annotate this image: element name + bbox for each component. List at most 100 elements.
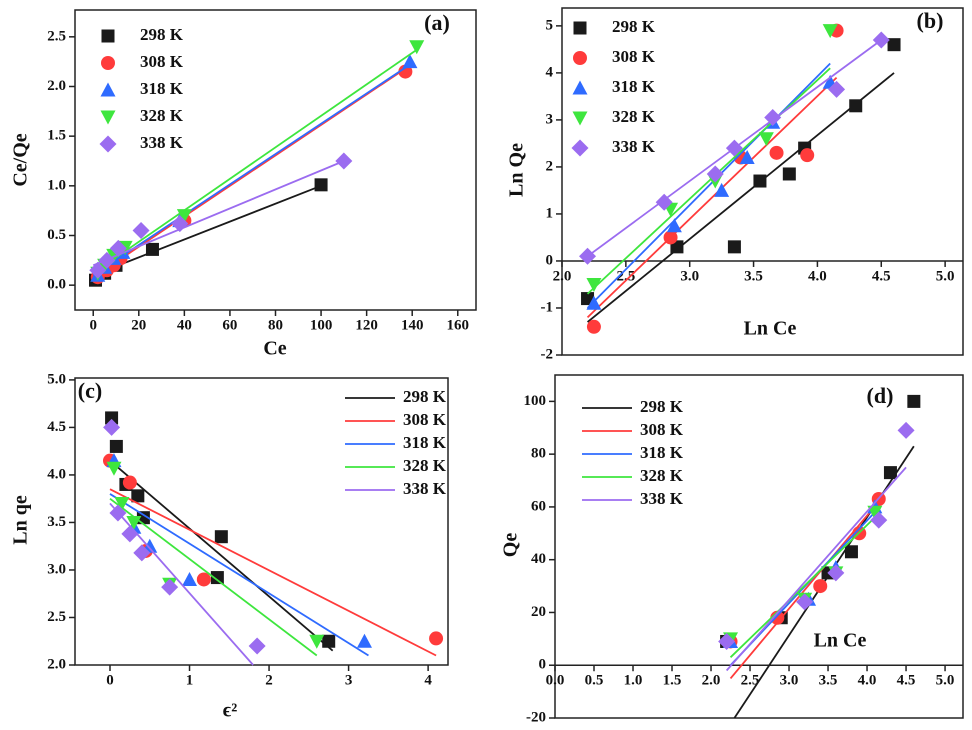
fit-line xyxy=(586,72,895,323)
x-tick-label: 2.5 xyxy=(616,268,635,284)
x-tick-label: 160 xyxy=(447,317,470,333)
panel: 2.0 2.5 3.0 3.5 4.0 4.5 5.0 -2 -1 0 1 2 3 4 5 (b) Ln Ce L… xyxy=(506,7,964,362)
x-tick-label: 80 xyxy=(268,317,283,333)
y-tick-label: 0 xyxy=(539,657,547,673)
legend-marker xyxy=(101,29,115,43)
legend-marker xyxy=(573,51,587,65)
x-tick-label: 2.5 xyxy=(741,673,760,689)
x-tick-label: 0.0 xyxy=(546,673,565,689)
marker xyxy=(739,150,755,165)
y-tick-label: 20 xyxy=(531,604,546,620)
marker xyxy=(867,505,883,520)
panel: 0 1 2 3 4 2.0 2.5 3.0 3.5 4.0 4.5 5.0 (c) ϵ² Ln qe 298 … xyxy=(10,371,449,722)
panel-label: (c) xyxy=(78,378,102,403)
marker xyxy=(782,167,796,181)
marker xyxy=(356,633,372,648)
y-tick-label: 60 xyxy=(531,498,546,514)
marker xyxy=(105,411,119,425)
fit-line xyxy=(92,184,322,277)
marker xyxy=(109,504,127,522)
marker xyxy=(764,109,782,127)
marker xyxy=(106,461,122,476)
marker xyxy=(718,632,736,650)
y-tick-label: 4 xyxy=(546,64,554,80)
y-tick-label: -2 xyxy=(541,346,554,362)
y-tick-label: 2.0 xyxy=(47,78,66,94)
x-tick-label: 4.5 xyxy=(872,268,891,284)
y-tick-label: 5.0 xyxy=(47,371,66,387)
marker xyxy=(176,209,192,224)
marker xyxy=(98,251,116,269)
y-tick-label: 40 xyxy=(531,551,546,567)
marker xyxy=(161,578,179,596)
legend-label: 298 K xyxy=(612,17,656,36)
y-tick-label: 4.0 xyxy=(47,466,66,482)
marker xyxy=(872,31,890,49)
legend-marker xyxy=(573,21,587,35)
marker xyxy=(887,38,901,52)
fit-line xyxy=(109,497,318,657)
y-tick-label: 2.5 xyxy=(47,28,66,44)
marker xyxy=(122,475,137,490)
marker xyxy=(897,421,915,439)
legend-marker xyxy=(571,139,589,157)
x-axis-label: Ln Ce xyxy=(814,630,867,652)
fit-line xyxy=(92,48,418,274)
y-tick-label: 3.0 xyxy=(47,561,66,577)
y-tick-label: 3.5 xyxy=(47,514,66,530)
x-tick-label: 100 xyxy=(310,317,333,333)
marker xyxy=(196,572,211,587)
marker xyxy=(725,139,743,157)
marker xyxy=(131,489,145,503)
marker xyxy=(309,634,325,649)
y-tick-label: 1.0 xyxy=(47,177,66,193)
x-tick-label: 2.0 xyxy=(553,268,572,284)
marker xyxy=(402,54,418,69)
x-tick-label: 1.5 xyxy=(663,673,682,689)
y-tick-label: -20 xyxy=(526,709,546,725)
fit-line xyxy=(92,63,411,276)
legend-label: 308 K xyxy=(140,52,184,71)
x-tick-label: 0 xyxy=(106,672,114,688)
panel: 0.0 0.5 1.0 1.5 2.0 2.5 3.0 3.5 4.0 4.5 5.0 -20 0 20 4… xyxy=(500,374,964,725)
y-tick-label: 0 xyxy=(546,252,554,268)
x-tick-label: 20 xyxy=(131,317,146,333)
marker xyxy=(114,496,130,511)
legend-label: 308 K xyxy=(612,47,656,66)
y-tick-label: 0.0 xyxy=(47,277,66,293)
x-axis-label: Ln Ce xyxy=(744,318,797,340)
marker xyxy=(586,319,601,334)
x-axis-label: ϵ² xyxy=(223,700,237,722)
marker xyxy=(666,218,682,233)
legend-label: 328 K xyxy=(640,466,684,485)
x-tick-label: 2.0 xyxy=(702,673,721,689)
x-tick-label: 4 xyxy=(424,672,432,688)
marker xyxy=(844,545,858,559)
y-axis-label: Ce/Qe xyxy=(10,133,32,186)
y-tick-label: 0.5 xyxy=(47,227,66,243)
fit-line xyxy=(92,160,345,267)
marker xyxy=(214,530,228,544)
legend-label: 338 K xyxy=(403,479,447,498)
marker xyxy=(429,631,444,646)
legend-label: 318 K xyxy=(140,79,184,98)
fit-line xyxy=(109,459,334,652)
marker xyxy=(655,193,673,211)
marker xyxy=(89,261,107,279)
y-axis-label: Ln qe xyxy=(10,495,32,545)
legend-label: 318 K xyxy=(640,443,684,462)
marker xyxy=(171,215,189,233)
x-axis-label: Ce xyxy=(263,338,286,360)
y-tick-label: 80 xyxy=(531,446,546,462)
marker xyxy=(727,240,741,254)
marker xyxy=(796,593,814,611)
marker xyxy=(132,222,150,240)
legend-marker xyxy=(100,110,116,125)
marker xyxy=(753,174,767,188)
panel-label: (a) xyxy=(424,10,450,35)
legend-label: 318 K xyxy=(612,77,656,96)
legend-marker xyxy=(101,56,115,70)
marker xyxy=(714,182,730,197)
x-tick-label: 4.5 xyxy=(897,673,916,689)
plot-frame xyxy=(74,9,477,311)
